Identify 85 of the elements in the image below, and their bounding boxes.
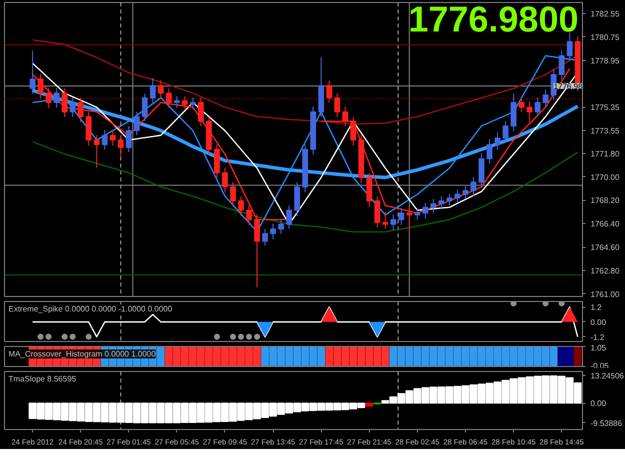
candlestick [110,129,116,146]
y-tick-label: 0.00 [590,318,607,327]
candlestick [294,182,300,216]
candlestick [366,172,372,208]
y-tick-label: 1773.55 [590,126,620,136]
line-series [32,141,578,232]
candlestick [534,96,541,118]
candlestick [422,202,428,219]
candlestick [270,223,276,240]
candlestick [390,214,396,231]
chart-title: TmaSlope 8.56595 [8,374,77,384]
candlestick [182,96,188,110]
candlestick [70,96,76,118]
candlestick [462,185,468,200]
candlestick [126,126,132,153]
candlestick [278,219,284,235]
bar [365,402,374,407]
y-tick-label: 1778.95 [590,56,620,66]
y-tick-label: -9.53886 [590,418,623,428]
y-tick-label: 1764.60 [590,243,620,252]
candlestick [78,96,84,123]
y-tick-label: 1771.80 [590,149,620,158]
candlestick [222,167,228,193]
y-tick-label: 13.24506 [590,372,624,381]
candlestick [46,88,52,108]
candlestick [134,111,140,136]
candlestick [526,100,532,123]
candlestick [54,88,60,108]
y-tick-label: 1768.20 [590,196,620,206]
candlestick [542,89,549,108]
candlestick [262,228,268,246]
y-tick-label: 0.00 [590,399,607,408]
candlestick [446,193,452,206]
y-tick-label: -1.2 [590,332,605,342]
chart-title: MA_Crossover_Histogram 0.0000 1.0000 [8,350,156,358]
candlestick [334,93,340,118]
candlestick [478,152,484,188]
candlestick [158,80,164,100]
candlestick [286,204,292,230]
y-tick-label: 1780.75 [590,32,620,42]
y-tick-label: 1775.35 [590,103,620,112]
y-tick-label: 1762.80 [590,266,620,276]
candlestick [454,189,460,204]
candlestick [86,111,92,146]
candlestick [166,88,172,108]
candlestick [374,196,380,228]
candlestick [38,74,44,99]
candlestick [142,93,148,122]
ref-line-label: 1776.98 [554,82,584,92]
y-tick-label: 1.05 [590,344,607,352]
candlestick [502,120,508,144]
chart-title: Extreme_Spike 0.0000 0.0000 -1.0000 0.0000 [8,304,173,314]
candlestick [350,116,356,146]
candlestick [62,88,68,118]
candlestick [398,208,404,226]
candlestick [174,96,180,108]
candlestick [486,138,492,164]
y-tick-label: 1782.55 [590,10,620,19]
candlestick [470,176,476,197]
candlestick [198,96,204,127]
y-tick-label: 1766.40 [590,220,620,229]
candlestick [94,134,100,168]
y-tick-label: 1.2 [590,303,602,312]
candlestick [30,50,36,94]
candlestick [214,144,220,179]
candlestick [430,198,436,214]
candlestick [566,32,573,62]
annotation: 1776.9800 [408,0,579,40]
candlestick [414,208,420,220]
y-tick-label: 1761.00 [590,290,620,299]
candlestick [326,80,332,104]
candlestick [518,96,524,112]
candlestick [510,93,516,132]
candlestick [102,129,108,150]
candlestick [342,106,348,127]
candlestick [438,196,444,210]
candlestick [150,77,156,104]
candlestick [382,211,388,230]
candlestick [118,134,124,158]
candlestick [230,182,236,208]
candlestick [190,96,196,110]
candlestick [238,196,244,216]
candlestick [558,50,565,80]
y-tick-label: 1770.00 [590,172,620,182]
candlestick [494,132,500,150]
